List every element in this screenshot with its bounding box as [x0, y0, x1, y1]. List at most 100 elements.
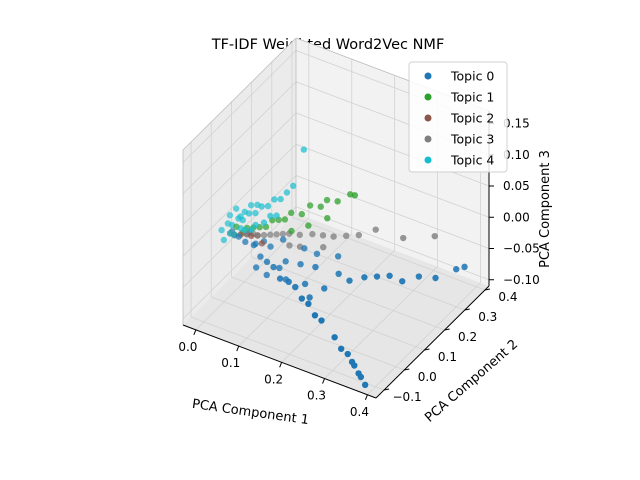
data-point [320, 243, 327, 251]
data-point [357, 373, 365, 381]
z-tick-label: −0.10 [503, 273, 540, 287]
legend-label: Topic 2 [450, 111, 494, 126]
y-tick [444, 328, 450, 331]
y-axis-line [375, 285, 490, 399]
data-point [277, 195, 284, 203]
grid-line [295, 112, 490, 187]
data-point [248, 226, 255, 233]
data-point [282, 258, 289, 265]
grid-line [190, 316, 385, 391]
data-point [311, 312, 319, 319]
data-point [400, 234, 407, 242]
data-point [306, 294, 313, 301]
data-point [264, 202, 272, 210]
x-tick [236, 345, 240, 352]
y-tick [484, 288, 491, 291]
data-point [247, 202, 255, 209]
data-point [263, 258, 271, 266]
data-point [431, 232, 438, 240]
data-point [334, 198, 341, 205]
grid-line [182, 50, 297, 163]
data-point [248, 232, 255, 240]
y-tick [464, 308, 470, 311]
data-point [254, 232, 261, 239]
legend-marker [424, 135, 432, 143]
data-point [233, 205, 240, 212]
legend-frame [408, 61, 508, 173]
data-point [321, 285, 328, 292]
y-tick-label: 0.0 [418, 370, 437, 384]
data-point [292, 283, 299, 291]
y-tick-label: 0.2 [458, 330, 477, 344]
grid-line [182, 112, 297, 226]
grid-line [182, 143, 297, 257]
z-tick-label: 0.00 [503, 210, 530, 224]
x-tick-label: 0.2 [264, 372, 283, 386]
z-axis-label: PCA Component 3 [538, 150, 553, 268]
grid-line [231, 276, 425, 351]
data-point [399, 278, 406, 285]
x-tick [364, 394, 368, 400]
data-point [270, 263, 277, 271]
legend-marker [424, 72, 432, 80]
legend-marker [424, 93, 432, 101]
data-point [297, 261, 304, 268]
data-point [267, 243, 274, 250]
x-tick-label: 0.3 [307, 389, 326, 403]
data-point [319, 232, 327, 239]
data-point [245, 210, 253, 217]
data-point [386, 272, 393, 279]
data-point [372, 226, 379, 233]
grid-line [367, 282, 481, 396]
data-point [235, 233, 242, 240]
data-point [351, 192, 358, 199]
scatter-points [218, 146, 468, 389]
chart-title: TF-IDF Weighted Word2Vec NMF [211, 37, 445, 53]
data-point [361, 274, 368, 281]
data-point [323, 196, 331, 204]
x-tick [322, 378, 325, 384]
data-point [306, 202, 314, 209]
data-point [252, 264, 260, 271]
data-point [305, 300, 312, 308]
data-point [276, 275, 284, 282]
data-point [273, 231, 280, 238]
x-tick [279, 362, 283, 368]
x-tick-label: 0.4 [350, 405, 369, 419]
grid-line [182, 175, 297, 288]
data-point [298, 210, 306, 218]
data-point [288, 227, 295, 235]
data-point [281, 216, 289, 223]
data-point [301, 245, 308, 252]
data-point [351, 362, 358, 369]
y-tick-label: 0.3 [478, 310, 497, 324]
grid-line [281, 250, 395, 363]
data-point [288, 209, 295, 217]
x-axis-line [182, 324, 377, 399]
legend-label: Topic 3 [450, 132, 494, 147]
data-point [317, 203, 324, 210]
data-point [276, 264, 283, 272]
data-point [252, 221, 259, 229]
legend-label: Topic 0 [450, 69, 494, 84]
data-point [298, 295, 306, 302]
data-point [361, 381, 369, 389]
legend-marker [424, 114, 432, 122]
data-point [312, 263, 319, 271]
data-point [226, 212, 234, 219]
data-point [335, 270, 342, 278]
grid-line [291, 216, 486, 291]
z-tick-label: 0.10 [503, 148, 530, 162]
z-tick-label: −0.05 [503, 242, 540, 256]
data-point [218, 226, 225, 234]
y-tick-label: 0.1 [438, 350, 457, 364]
x-tick-label: 0.0 [178, 340, 197, 354]
grid-line [182, 81, 297, 195]
legend-label: Topic 4 [450, 153, 494, 168]
data-point [432, 274, 439, 282]
pane-edge [182, 37, 297, 151]
data-point [286, 242, 293, 249]
data-point [267, 231, 274, 238]
z-tick-label: 0.05 [503, 179, 530, 193]
